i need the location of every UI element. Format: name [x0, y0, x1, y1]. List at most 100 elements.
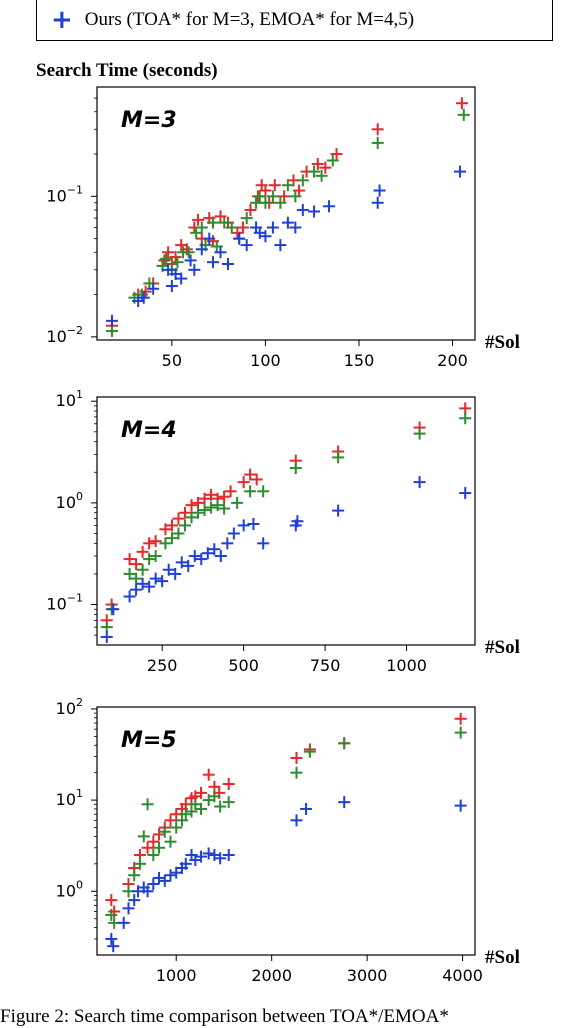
data-point-red: [159, 523, 172, 536]
data-point-blue: [179, 857, 192, 870]
data-point-green: [175, 814, 188, 827]
page-title: Search Time (seconds): [36, 60, 218, 81]
data-point-blue: [188, 550, 201, 563]
data-point-green: [208, 790, 221, 803]
data-point-blue: [221, 258, 234, 271]
data-point-green: [222, 796, 235, 809]
data-point-green: [211, 499, 224, 512]
y-tick-label: 100: [56, 490, 83, 512]
data-point-blue: [156, 575, 169, 588]
data-point-blue: [221, 537, 234, 550]
data-point-green: [315, 169, 328, 182]
x-tick-label: 100: [250, 351, 281, 370]
data-point-red: [244, 468, 257, 481]
data-point-green: [153, 841, 166, 854]
data-point-green: [171, 256, 184, 269]
data-point-blue: [147, 878, 160, 891]
data-point-blue: [237, 519, 250, 532]
data-point-green: [289, 190, 302, 203]
data-point-red: [153, 828, 166, 841]
data-point-blue: [107, 940, 120, 953]
data-point-red: [218, 490, 231, 503]
data-point-blue: [207, 256, 220, 269]
x-axis-label: #Sol: [485, 947, 520, 968]
data-point-green: [147, 848, 160, 861]
data-point-red: [231, 226, 244, 239]
data-point-red: [330, 148, 343, 161]
x-tick-label: 1000: [156, 966, 197, 985]
x-tick-label: 4000: [442, 966, 483, 985]
data-point-blue: [281, 216, 294, 229]
data-point-green: [371, 136, 384, 149]
x-tick-label: 3000: [347, 966, 388, 985]
data-point-green: [214, 800, 227, 813]
data-point-red: [172, 512, 185, 525]
data-point-green: [143, 553, 156, 566]
x-axis-label: #Sol: [485, 637, 520, 658]
x-tick-label: 50: [162, 351, 182, 370]
data-point-red: [237, 476, 250, 489]
data-point-red: [195, 786, 208, 799]
data-point-blue: [454, 165, 467, 178]
data-point-blue: [162, 563, 175, 576]
data-point-blue: [202, 847, 215, 860]
data-point-red: [454, 712, 467, 725]
data-point-green: [290, 766, 303, 779]
data-point-blue: [214, 852, 227, 865]
plot-frame: [96, 706, 476, 956]
data-point-green: [198, 504, 211, 517]
data-point-blue: [117, 916, 130, 929]
data-point-blue: [188, 263, 201, 276]
y-tick-label: 100: [56, 878, 83, 900]
data-point-blue: [143, 580, 156, 593]
data-point-red: [278, 190, 291, 203]
data-point-green: [195, 221, 208, 234]
data-point-blue: [274, 239, 287, 252]
data-point-blue: [266, 221, 279, 234]
data-point-blue: [100, 630, 113, 643]
data-point-blue: [175, 272, 188, 285]
data-point-blue: [105, 314, 118, 327]
plot-frame: [96, 396, 476, 646]
legend-label: Ours (TOA* for M=3, EMOA* for M=4,5): [84, 8, 415, 30]
chart-panel-3: M=5 1000 2000 3000 4000 100 101 102 #Sol: [56, 696, 520, 985]
data-point-green: [231, 496, 244, 509]
data-point-blue: [123, 590, 136, 603]
data-point-blue: [257, 537, 270, 550]
data-point-blue: [105, 932, 118, 945]
data-point-red: [192, 213, 205, 226]
data-point-blue: [454, 799, 467, 812]
data-point-blue: [203, 232, 216, 245]
data-point-green: [332, 451, 345, 464]
data-point-green: [205, 501, 218, 514]
data-point-green: [218, 216, 231, 229]
data-point-blue: [165, 280, 178, 293]
data-point-green: [303, 745, 316, 758]
data-point-blue: [107, 603, 120, 616]
x-axis-label: #Sol: [485, 332, 520, 353]
data-point-blue: [332, 504, 345, 517]
data-point-green: [133, 857, 146, 870]
data-point-blue: [153, 871, 166, 884]
data-point-red: [143, 537, 156, 550]
data-point-green: [259, 196, 272, 209]
data-point-blue: [195, 850, 208, 863]
data-point-blue: [371, 196, 384, 209]
y-tick-label: 101: [56, 787, 83, 809]
data-point-green: [253, 190, 266, 203]
data-point-green: [326, 154, 339, 167]
y-tick-label: 10−1: [46, 592, 83, 614]
data-point-green: [296, 174, 309, 187]
data-point-blue: [164, 869, 177, 882]
data-point-green: [172, 527, 185, 540]
data-point-blue: [169, 567, 182, 580]
data-point-red: [130, 558, 143, 571]
data-point-green: [178, 519, 191, 532]
data-point-green: [137, 830, 150, 843]
data-point-blue: [214, 550, 227, 563]
data-point-green: [257, 485, 270, 498]
data-point-green: [338, 737, 351, 750]
data-point-blue: [184, 254, 197, 267]
data-point-blue: [122, 902, 135, 915]
data-point-green: [192, 506, 205, 519]
